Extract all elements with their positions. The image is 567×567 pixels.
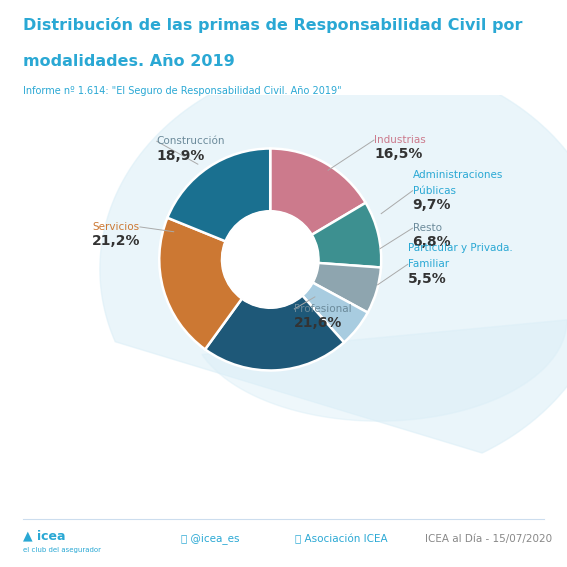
Circle shape [222, 211, 319, 308]
Text: ⓘ Asociación ICEA: ⓘ Asociación ICEA [295, 534, 387, 544]
Text: 18,9%: 18,9% [157, 149, 205, 163]
Wedge shape [302, 282, 368, 342]
Text: 🐦 @icea_es: 🐦 @icea_es [181, 533, 240, 544]
Text: Administraciones: Administraciones [413, 170, 503, 180]
Text: Familiar: Familiar [408, 259, 449, 269]
Wedge shape [167, 149, 270, 242]
Text: 5,5%: 5,5% [408, 272, 446, 286]
Text: Industrias: Industrias [374, 135, 426, 145]
Text: Resto: Resto [413, 223, 442, 233]
Text: ▲ icea: ▲ icea [23, 530, 65, 542]
Text: ICEA al Día - 15/07/2020: ICEA al Día - 15/07/2020 [425, 534, 552, 544]
Text: Profesional: Profesional [294, 304, 352, 314]
Circle shape [223, 213, 318, 307]
Text: Informe nº 1.614: "El Seguro de Responsabilidad Civil. Año 2019": Informe nº 1.614: "El Seguro de Responsa… [23, 86, 341, 96]
Wedge shape [159, 218, 242, 349]
Text: 6,8%: 6,8% [413, 235, 451, 249]
Text: modalidades. Año 2019: modalidades. Año 2019 [23, 54, 234, 69]
Polygon shape [100, 57, 567, 453]
Wedge shape [312, 203, 381, 268]
Text: 21,2%: 21,2% [91, 234, 140, 248]
Text: Distribución de las primas de Responsabilidad Civil por: Distribución de las primas de Responsabi… [23, 17, 522, 33]
Wedge shape [312, 263, 381, 312]
Text: Servicios: Servicios [93, 222, 140, 232]
Polygon shape [202, 320, 567, 421]
Text: 21,6%: 21,6% [294, 316, 342, 330]
Text: 16,5%: 16,5% [374, 147, 422, 161]
Text: el club del asegurador: el club del asegurador [23, 547, 101, 553]
Circle shape [232, 221, 309, 298]
Text: 9,7%: 9,7% [413, 198, 451, 212]
Wedge shape [205, 295, 344, 370]
Text: Particular y Privada.: Particular y Privada. [408, 243, 513, 253]
Text: Construcción: Construcción [157, 136, 225, 146]
Text: Públicas: Públicas [413, 185, 455, 196]
Wedge shape [270, 149, 366, 235]
